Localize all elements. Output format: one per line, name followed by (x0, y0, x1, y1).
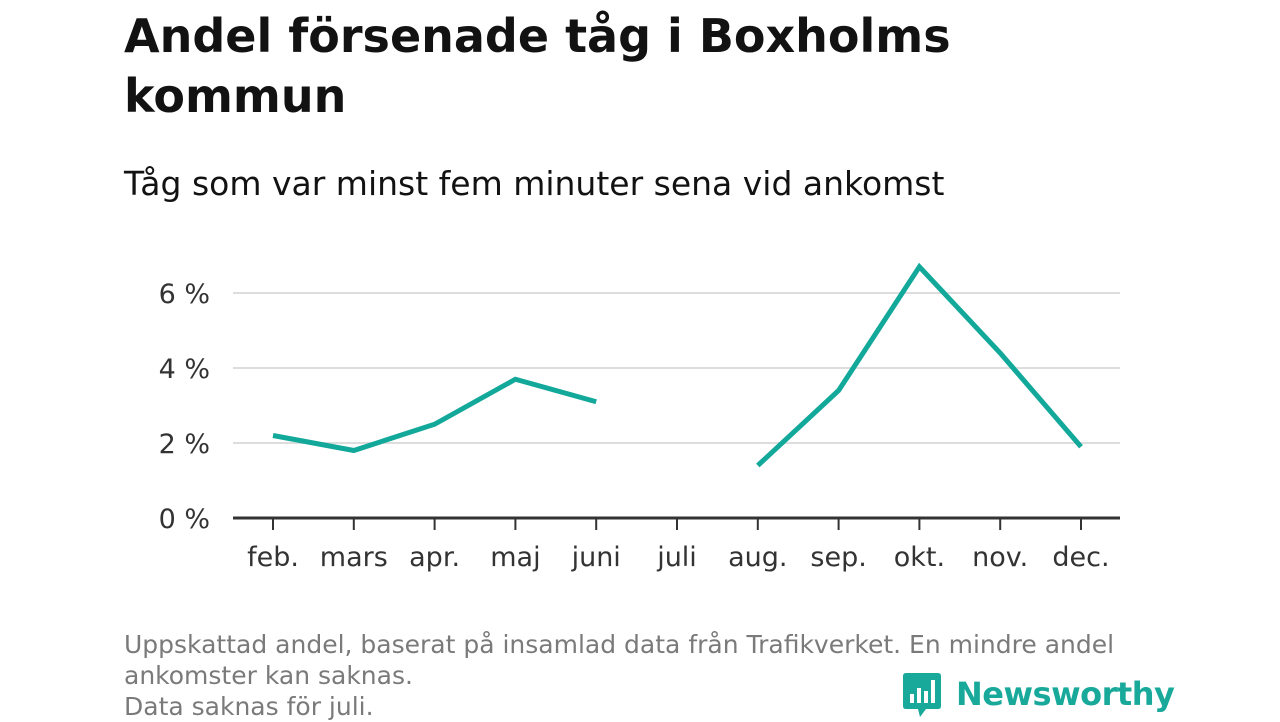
y-tick-label: 4 % (159, 354, 210, 385)
footnote-line-1: Uppskattad andel, baserat på insamlad da… (124, 630, 1115, 659)
x-tick-label: juni (571, 542, 621, 573)
y-tick-label: 0 % (159, 504, 210, 535)
x-tick-label: dec. (1052, 542, 1109, 573)
footnote-line-3: Data saknas för juli. (124, 692, 374, 721)
series-line (756, 262, 1083, 468)
x-tick-label: apr. (409, 542, 460, 573)
x-tick-label: feb. (247, 542, 299, 573)
series-lines (272, 262, 1083, 468)
x-axis: feb. mars apr. maj juni juli aug. sep. okt. nov. d… (233, 516, 1120, 573)
gridlines (233, 292, 1120, 444)
x-tick-label: nov. (972, 542, 1028, 573)
y-tick-label: 2 % (159, 429, 210, 460)
bar-chart-speech-bubble-icon (903, 673, 941, 717)
x-tick-label: okt. (894, 542, 945, 573)
newsworthy-logo: Newsworthy (902, 670, 1175, 718)
chart-subtitle: Tåg som var minst fem minuter sena vid a… (124, 164, 945, 203)
y-axis-labels: 0 % 2 % 4 % 6 % (159, 279, 210, 535)
chart-title: Andel försenade tåg i Boxholms kommun (124, 9, 951, 123)
y-tick-label: 6 % (159, 279, 210, 310)
logo-wordmark: Newsworthy (956, 675, 1175, 713)
x-tick-label: juli (656, 542, 697, 573)
chart-footnote: Uppskattad andel, baserat på insamlad da… (124, 629, 1164, 722)
x-tick-label: sep. (810, 542, 866, 573)
x-tick-label: mars (320, 542, 388, 573)
x-tick-label: aug. (728, 542, 787, 573)
series-line (272, 376, 597, 454)
footnote-line-2: ankomster kan saknas. (124, 661, 413, 690)
x-tick-label: maj (490, 542, 540, 573)
line-chart: 0 % 2 % 4 % 6 % feb. mars apr. maj juni juli aug.… (159, 262, 1120, 573)
